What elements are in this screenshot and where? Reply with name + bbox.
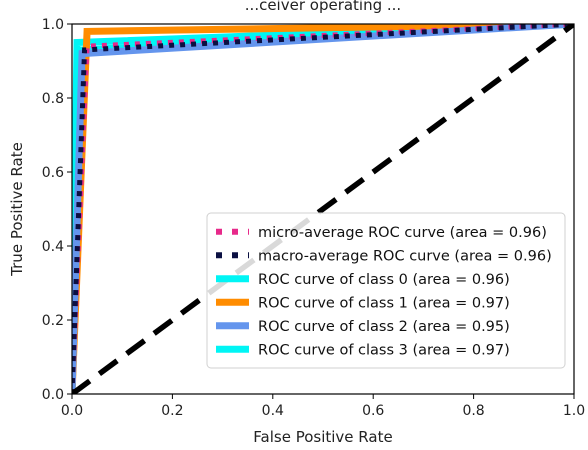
- x-tick-label: 0.0: [61, 403, 83, 419]
- legend-label: ROC curve of class 2 (area = 0.95): [258, 319, 510, 335]
- plot-area: [72, 24, 574, 394]
- plot-frame: [71, 23, 575, 395]
- y-tick-label: 1.0: [42, 17, 64, 33]
- y-tick-label: 0.8: [42, 91, 64, 107]
- legend: micro-average ROC curve (area = 0.96) mac…: [206, 212, 566, 369]
- chart-title: ...ceiver operating ...: [245, 0, 401, 14]
- y-axis-label: True Positive Rate: [8, 142, 26, 277]
- y-tick-label: 0.2: [42, 313, 64, 329]
- x-tick-label: 0.4: [262, 403, 284, 419]
- x-tick-label: 1.0: [563, 403, 585, 419]
- y-tick-label: 0.6: [42, 165, 64, 181]
- x-tick-label: 0.6: [362, 403, 384, 419]
- axis-ticks: 0.0 0.2 0.4 0.6 0.8 1.0 0.0 0.2 0.4 0.6 0.8 1.0: [42, 17, 585, 419]
- x-axis-label: False Positive Rate: [253, 428, 392, 446]
- legend-label: ROC curve of class 1 (area = 0.97): [258, 295, 510, 311]
- y-tick-label: 0.4: [42, 239, 64, 255]
- legend-box: [206, 212, 566, 369]
- legend-label: micro-average ROC curve (area = 0.96): [258, 225, 547, 241]
- x-tick-label: 0.8: [462, 403, 484, 419]
- chance-diagonal-line: [72, 24, 574, 394]
- y-tick-label: 0.0: [42, 387, 64, 403]
- x-tick-label: 0.2: [161, 403, 183, 419]
- legend-label: ROC curve of class 0 (area = 0.96): [258, 272, 510, 288]
- legend-label: macro-average ROC curve (area = 0.96): [258, 248, 552, 264]
- roc-series-1: [72, 24, 574, 394]
- legend-label: ROC curve of class 3 (area = 0.97): [258, 342, 510, 358]
